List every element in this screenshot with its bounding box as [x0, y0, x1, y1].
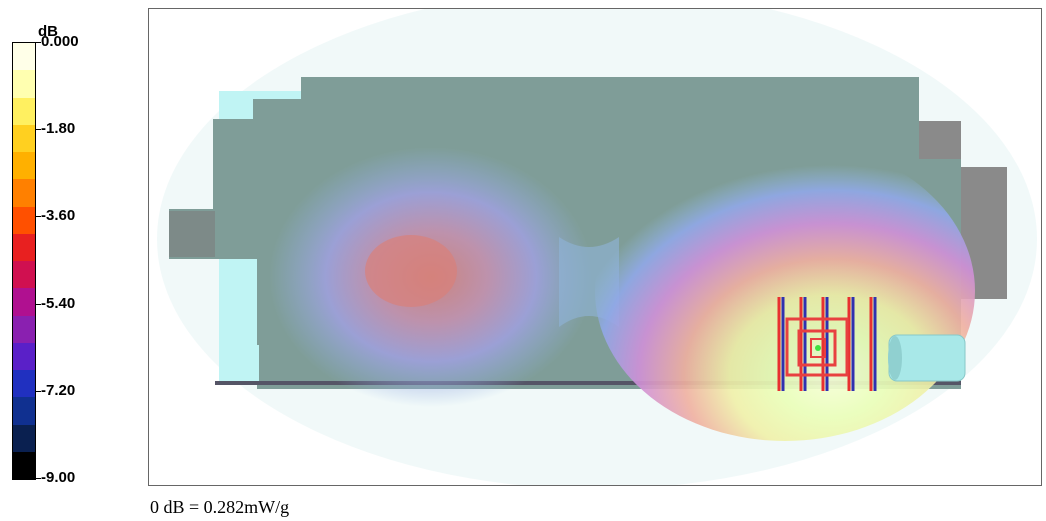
device-bottom-edge [215, 381, 961, 385]
antenna-structure [777, 297, 877, 391]
colorbar-band [13, 179, 35, 207]
colorbar-unit-label: dB [38, 23, 58, 40]
colorbar-band [13, 370, 35, 398]
colorbar-tick-mark [35, 216, 41, 218]
device-right-lug [919, 121, 1007, 299]
sar-plot-canvas [157, 9, 1037, 485]
colorbar-tick-label: -7.20 [41, 381, 76, 399]
colorbar-tick-label: -5.40 [41, 294, 76, 312]
colorbar-tick-label: -3.60 [41, 207, 76, 225]
colorbar-tick-mark [35, 129, 41, 131]
sar-distribution-plot [148, 8, 1042, 486]
colorbar-band [13, 70, 35, 98]
colorbar-band [13, 97, 35, 126]
colorbar-band [13, 451, 35, 480]
colorbar-band [13, 124, 35, 153]
colorbar-band [13, 397, 35, 425]
device-left-lug [169, 211, 215, 257]
corner-bottom-left [219, 345, 259, 385]
colorbar-tick-mark [35, 390, 41, 392]
colorbar-band [13, 152, 35, 180]
left-hotspot-core [365, 235, 457, 307]
colorbar-tick-label: -9.00 [41, 469, 76, 486]
colorbar-band [13, 43, 35, 71]
colorbar-band [13, 261, 35, 289]
right-hotspot [595, 141, 975, 441]
colorbar-tick-mark [35, 303, 41, 305]
colorbar-band [13, 315, 35, 344]
colorbar-band [13, 233, 35, 262]
colorbar-tick-mark [35, 42, 41, 43]
colorbar [12, 42, 36, 480]
colorbar-band [13, 424, 35, 453]
colorbar-tick-mark [35, 478, 41, 479]
colorbar-band [13, 288, 35, 316]
colorbar-tick-label: 0.000 [41, 33, 79, 50]
reference-level-label: 0 dB = 0.282mW/g [150, 497, 290, 517]
colorbar-band [13, 342, 35, 371]
colorbar-band [13, 206, 35, 235]
colorbar-tick-label: -1.80 [41, 120, 76, 138]
